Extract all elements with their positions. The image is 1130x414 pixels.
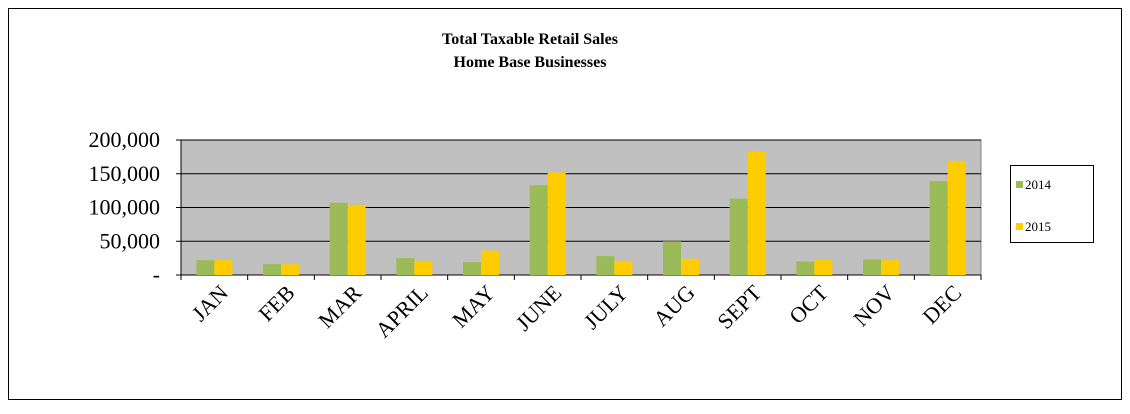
- legend: [1010, 165, 1094, 243]
- y-tick-label: 50,000: [100, 228, 161, 253]
- y-tick-label: -: [153, 262, 160, 287]
- bar: [196, 260, 215, 275]
- legend-swatch: [1016, 223, 1023, 230]
- bar: [396, 258, 415, 275]
- bar: [481, 250, 499, 275]
- bar: [796, 261, 815, 275]
- bar: [347, 204, 366, 275]
- bar: [681, 258, 699, 275]
- y-tick-label: 100,000: [89, 195, 161, 220]
- chart-subtitle: Home Base Businesses: [454, 54, 607, 71]
- bar: [281, 264, 299, 275]
- bar: [263, 264, 281, 275]
- bar: [729, 198, 748, 275]
- bar: [614, 260, 633, 275]
- legend-label: 2014: [1025, 177, 1052, 192]
- bar: [863, 259, 881, 275]
- bar: [663, 241, 681, 275]
- y-tick-label: 200,000: [89, 127, 161, 152]
- legend-swatch: [1016, 181, 1023, 188]
- bar: [329, 202, 348, 275]
- bar: [929, 181, 948, 275]
- chart-title: Total Taxable Retail Sales: [442, 31, 618, 48]
- y-tick-label: 150,000: [89, 161, 161, 186]
- bar: [947, 160, 966, 275]
- bar: [414, 260, 433, 275]
- legend-label: 2015: [1025, 219, 1051, 234]
- bar: [547, 172, 566, 275]
- bar: [214, 260, 233, 275]
- bar: [747, 151, 766, 275]
- bar: [596, 256, 615, 275]
- bar: [463, 262, 481, 275]
- bar: [529, 185, 548, 275]
- bar: [814, 260, 833, 275]
- bar: [881, 260, 899, 275]
